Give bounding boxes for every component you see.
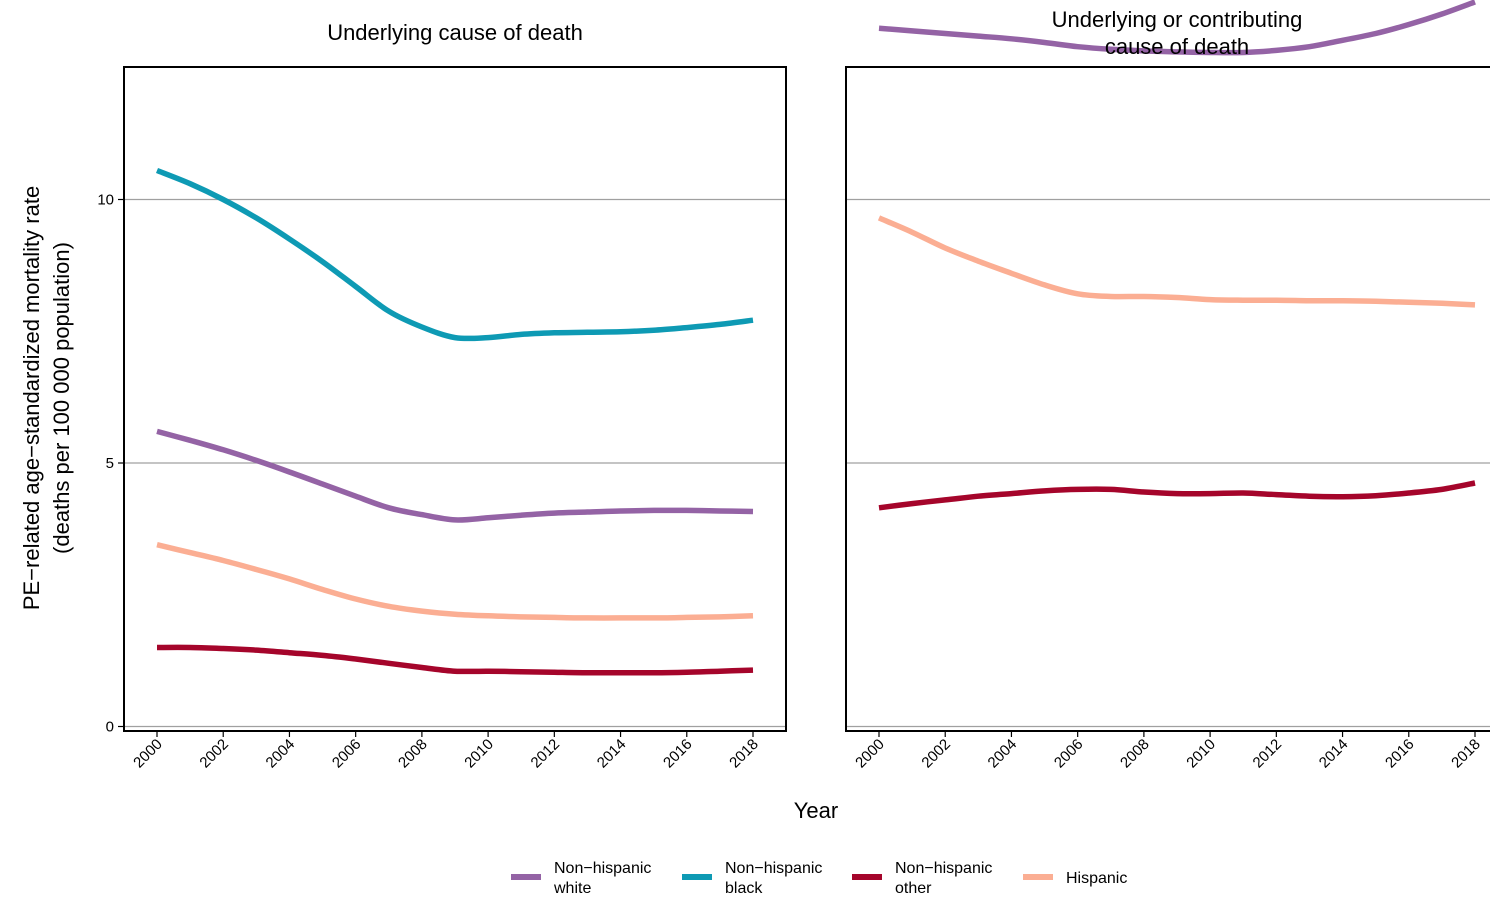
x-tick-label: 2004 [985,736,1021,772]
x-tick-label: 2018 [1448,736,1484,772]
panel-title-line1: Underlying or contributing [1052,7,1303,32]
panels: 0510152020002002200420062008201020122014… [97,0,1490,771]
legend-label-line2: other [895,880,932,897]
legend-label-line1: Non−hispanic [895,860,992,877]
y-tick-label: 0 [106,719,114,736]
legend-item-2: Non−hispanic black [682,860,822,897]
x-tick-label: 2012 [1250,736,1286,772]
x-tick-label: 2008 [1117,736,1153,772]
x-tick-label: 2008 [395,736,431,772]
legend-label-line2: black [725,880,763,897]
x-tick-label: 2014 [594,736,630,772]
y-tick-label: 10 [97,192,114,209]
x-tick-label: 2012 [528,736,564,772]
x-tick-label: 2004 [263,736,299,772]
x-tick-label: 2010 [461,736,497,772]
panel-title: Underlying cause of death [327,20,583,45]
x-tick-label: 2014 [1316,736,1352,772]
legend-label: Hispanic [1066,870,1127,887]
x-tick-label: 2010 [1183,736,1219,772]
y-tick-label: 5 [106,455,114,472]
legend-item-1: Non−hispanic white [511,860,651,897]
legend-label-line1: Non−hispanic [725,860,822,877]
x-axis-title: Year [794,798,838,823]
panel-1: 0510152020002002200420062008201020122014… [97,20,787,772]
panel-2: 2000 2002 2004 2006 2008 2010 2012 2014 2016 2018… [845,0,1490,772]
panel-border [845,66,1490,732]
legend-label-line1: Non−hispanic [554,860,651,877]
legend: Non−hispanicwhiteNon−hispanicblackNon−hi… [511,860,1127,897]
legend-label-line2: white [553,880,591,897]
y-axis-title-line2: (deaths per 100 000 population) [49,242,74,554]
x-tick-label: 2006 [329,736,365,772]
x-tick-label: 2006 [1051,736,1087,772]
series-line-3 [156,644,754,676]
x-tick-label: 2002 [196,736,232,772]
x-tick-label: 2018 [726,736,762,772]
x-tick-label: 2016 [660,736,696,772]
series-line-1 [878,0,1476,56]
panel-border [123,66,787,732]
series-line-3 [878,480,1476,511]
x-tick-label: 2016 [1382,736,1418,772]
legend-item-4: Hispanic [1023,870,1127,887]
x-tick-label: 2000 [130,736,166,772]
legend-item-3: Non−hispanic other [852,860,992,897]
series-line-4 [877,215,1476,308]
x-tick-label: 2002 [918,736,954,772]
y-axis-title-line1: PE−related age−standardized mortality ra… [19,186,44,610]
series-line-2 [155,167,754,342]
panel-title-line2: cause of death [1105,34,1249,59]
x-tick-label: 2000 [852,736,888,772]
series-line-4 [156,542,754,621]
series-line-1 [156,428,754,523]
